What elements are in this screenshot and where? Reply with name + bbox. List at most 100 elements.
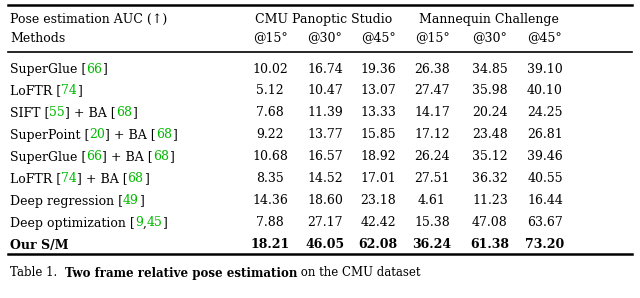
Text: 61.38: 61.38 bbox=[470, 238, 509, 252]
Text: 7.88: 7.88 bbox=[256, 217, 284, 229]
Text: 4.61: 4.61 bbox=[418, 195, 446, 207]
Text: 66: 66 bbox=[86, 63, 102, 75]
Text: 47.08: 47.08 bbox=[472, 217, 508, 229]
Text: 17.12: 17.12 bbox=[414, 128, 450, 142]
Text: 36.32: 36.32 bbox=[472, 173, 508, 185]
Text: 10.02: 10.02 bbox=[252, 63, 288, 75]
Text: 16.57: 16.57 bbox=[307, 150, 343, 164]
Text: 14.17: 14.17 bbox=[414, 106, 450, 119]
Text: ]: ] bbox=[102, 63, 107, 75]
Text: SuperGlue [: SuperGlue [ bbox=[10, 150, 86, 164]
Text: 23.48: 23.48 bbox=[472, 128, 508, 142]
Text: Deep optimization [: Deep optimization [ bbox=[10, 217, 135, 229]
Text: @45°: @45° bbox=[360, 32, 396, 44]
Text: 68: 68 bbox=[127, 173, 143, 185]
Text: 24.25: 24.25 bbox=[527, 106, 563, 119]
Text: @45°: @45° bbox=[527, 32, 563, 44]
Text: LoFTR [: LoFTR [ bbox=[10, 173, 61, 185]
Text: 15.85: 15.85 bbox=[360, 128, 396, 142]
Text: 26.24: 26.24 bbox=[414, 150, 450, 164]
Text: 39.46: 39.46 bbox=[527, 150, 563, 164]
Text: 20: 20 bbox=[90, 128, 105, 142]
Text: 40.55: 40.55 bbox=[527, 173, 563, 185]
Text: @30°: @30° bbox=[472, 32, 508, 44]
Text: 27.51: 27.51 bbox=[414, 173, 450, 185]
Text: ]: ] bbox=[77, 85, 82, 97]
Text: 49: 49 bbox=[123, 195, 139, 207]
Text: ]: ] bbox=[143, 173, 148, 185]
Text: 18.60: 18.60 bbox=[307, 195, 343, 207]
Text: 42.42: 42.42 bbox=[360, 217, 396, 229]
Text: 68: 68 bbox=[153, 150, 169, 164]
Text: 18.21: 18.21 bbox=[250, 238, 290, 252]
Text: 55: 55 bbox=[49, 106, 65, 119]
Text: ] + BA [: ] + BA [ bbox=[102, 150, 153, 164]
Text: 46.05: 46.05 bbox=[305, 238, 344, 252]
Text: ] + BA [: ] + BA [ bbox=[65, 106, 116, 119]
Text: 16.44: 16.44 bbox=[527, 195, 563, 207]
Text: Deep regression [: Deep regression [ bbox=[10, 195, 123, 207]
Text: 20.24: 20.24 bbox=[472, 106, 508, 119]
Text: 40.10: 40.10 bbox=[527, 85, 563, 97]
Text: 45: 45 bbox=[147, 217, 163, 229]
Text: 62.08: 62.08 bbox=[358, 238, 397, 252]
Text: 11.23: 11.23 bbox=[472, 195, 508, 207]
Text: 13.07: 13.07 bbox=[360, 85, 396, 97]
Text: @15°: @15° bbox=[415, 32, 449, 44]
Text: 68: 68 bbox=[116, 106, 132, 119]
Text: 66: 66 bbox=[86, 150, 102, 164]
Text: Table 1.: Table 1. bbox=[10, 266, 65, 280]
Text: 35.98: 35.98 bbox=[472, 85, 508, 97]
Text: 9.22: 9.22 bbox=[256, 128, 284, 142]
Text: @30°: @30° bbox=[308, 32, 342, 44]
Text: SuperPoint [: SuperPoint [ bbox=[10, 128, 90, 142]
Text: ,: , bbox=[143, 217, 147, 229]
Text: 63.67: 63.67 bbox=[527, 217, 563, 229]
Text: ] + BA [: ] + BA [ bbox=[77, 173, 127, 185]
Text: 27.47: 27.47 bbox=[414, 85, 450, 97]
Text: Mannequin Challenge: Mannequin Challenge bbox=[419, 13, 559, 26]
Text: Two frame relative pose estimation: Two frame relative pose estimation bbox=[65, 266, 297, 280]
Text: Methods: Methods bbox=[10, 32, 65, 44]
Text: 18.92: 18.92 bbox=[360, 150, 396, 164]
Text: 39.10: 39.10 bbox=[527, 63, 563, 75]
Text: Pose estimation AUC (↑): Pose estimation AUC (↑) bbox=[10, 13, 167, 26]
Text: 8.35: 8.35 bbox=[256, 173, 284, 185]
Text: 10.68: 10.68 bbox=[252, 150, 288, 164]
Text: 14.36: 14.36 bbox=[252, 195, 288, 207]
Text: 74: 74 bbox=[61, 85, 77, 97]
Text: 74: 74 bbox=[61, 173, 77, 185]
Text: 15.38: 15.38 bbox=[414, 217, 450, 229]
Text: 16.74: 16.74 bbox=[307, 63, 343, 75]
Text: SIFT [: SIFT [ bbox=[10, 106, 49, 119]
Text: ]: ] bbox=[169, 150, 173, 164]
Text: 26.81: 26.81 bbox=[527, 128, 563, 142]
Text: on the CMU dataset: on the CMU dataset bbox=[297, 266, 420, 280]
Text: 14.52: 14.52 bbox=[307, 173, 343, 185]
Text: 17.01: 17.01 bbox=[360, 173, 396, 185]
Text: 27.17: 27.17 bbox=[307, 217, 343, 229]
Text: 5.12: 5.12 bbox=[256, 85, 284, 97]
Text: ]: ] bbox=[139, 195, 144, 207]
Text: 9: 9 bbox=[135, 217, 143, 229]
Text: ]: ] bbox=[172, 128, 177, 142]
Text: 13.77: 13.77 bbox=[307, 128, 343, 142]
Text: CMU Panoptic Studio: CMU Panoptic Studio bbox=[255, 13, 392, 26]
Text: @15°: @15° bbox=[253, 32, 287, 44]
Text: 7.68: 7.68 bbox=[256, 106, 284, 119]
Text: LoFTR [: LoFTR [ bbox=[10, 85, 61, 97]
Text: 34.85: 34.85 bbox=[472, 63, 508, 75]
Text: ]: ] bbox=[163, 217, 167, 229]
Text: Our S/M: Our S/M bbox=[10, 238, 68, 252]
Text: 73.20: 73.20 bbox=[525, 238, 564, 252]
Text: 26.38: 26.38 bbox=[414, 63, 450, 75]
Text: 19.36: 19.36 bbox=[360, 63, 396, 75]
Text: SuperGlue [: SuperGlue [ bbox=[10, 63, 86, 75]
Text: ]: ] bbox=[132, 106, 136, 119]
Text: 36.24: 36.24 bbox=[412, 238, 452, 252]
Text: ] + BA [: ] + BA [ bbox=[105, 128, 156, 142]
Text: 68: 68 bbox=[156, 128, 172, 142]
Text: 11.39: 11.39 bbox=[307, 106, 343, 119]
Text: 35.12: 35.12 bbox=[472, 150, 508, 164]
Text: 10.47: 10.47 bbox=[307, 85, 343, 97]
